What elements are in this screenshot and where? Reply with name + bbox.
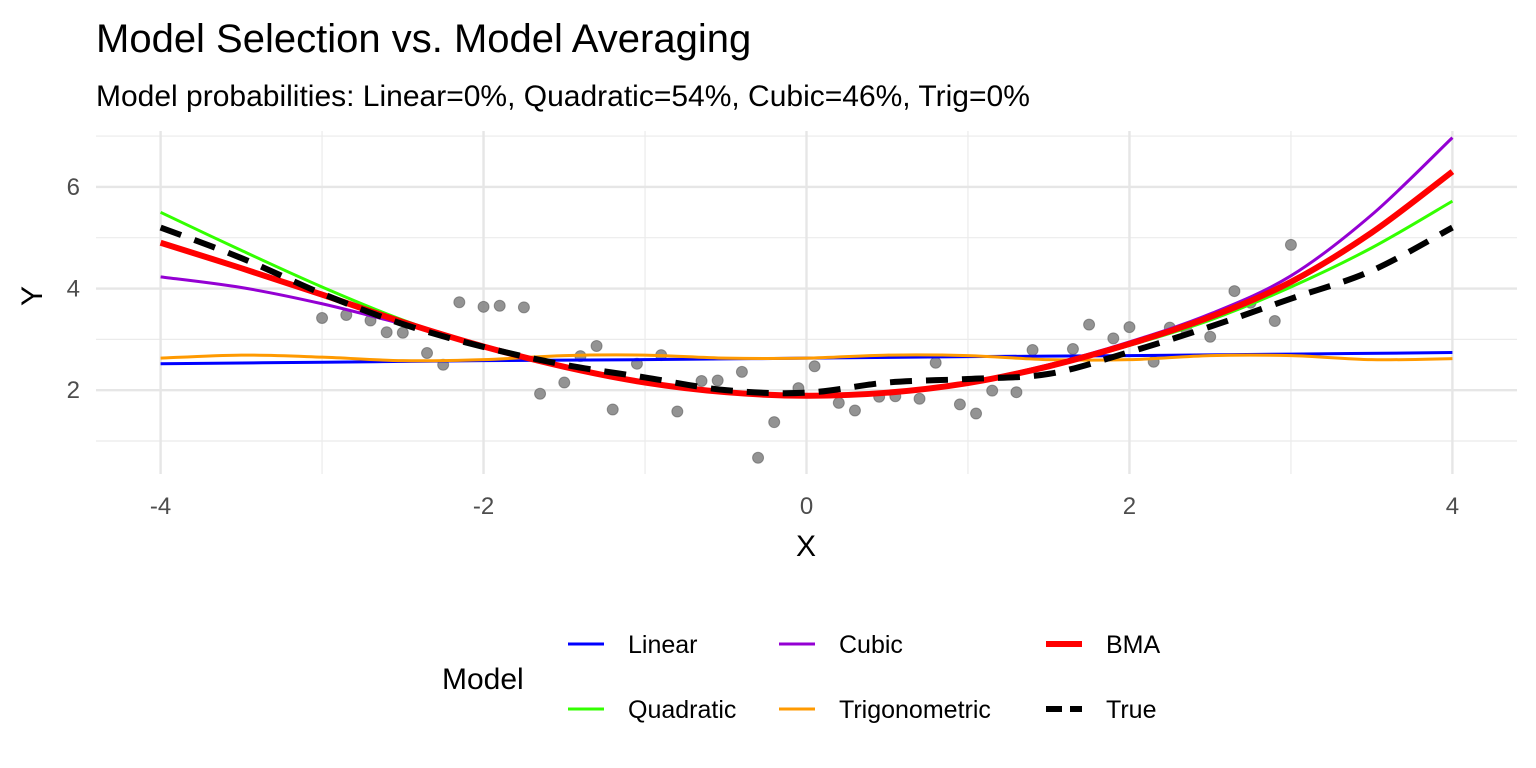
series-line-trigonometric (160, 353, 1453, 363)
data-point (316, 311, 329, 324)
legend-items: Linear Quadratic Cubic Trigonometric BMA True (568, 631, 1161, 724)
chart-title: Model Selection vs. Model Averaging (96, 17, 751, 61)
series-line-true (159, 224, 1454, 397)
data-point (1123, 321, 1136, 334)
data-point (534, 387, 547, 400)
data-point (752, 451, 765, 464)
data-point (1284, 238, 1297, 251)
x-axis-title: X (796, 530, 816, 563)
legend-label-quadratic: Quadratic (628, 696, 736, 724)
data-point (590, 339, 603, 352)
data-point (832, 396, 845, 409)
data-point (1026, 344, 1039, 357)
chart-subtitle: Model probabilities: Linear=0%, Quadrati… (96, 80, 1030, 113)
x-tick-label: -2 (473, 493, 494, 520)
y-axis-title: Y (16, 286, 49, 306)
data-point (953, 398, 966, 411)
x-tick-label: 2 (1123, 493, 1136, 520)
data-point (421, 347, 434, 360)
data-point (1268, 315, 1281, 328)
data-point (606, 403, 619, 416)
data-point (695, 375, 708, 388)
data-point (1204, 330, 1217, 343)
data-point (768, 416, 781, 429)
legend-label-bma: BMA (1106, 631, 1161, 659)
legend-label-linear: Linear (628, 631, 698, 659)
legend-label-trigonometric: Trigonometric (839, 696, 991, 724)
legend-label-true: True (1106, 696, 1156, 724)
data-point (380, 326, 393, 339)
plot-area (96, 131, 1517, 474)
legend-label-cubic: Cubic (839, 631, 903, 659)
data-point (671, 405, 684, 418)
data-point (1010, 386, 1023, 399)
y-tick-label: 2 (67, 377, 80, 404)
data-point (493, 299, 506, 312)
grid (96, 131, 1517, 474)
y-tick-label: 6 (67, 174, 80, 201)
model-lines (159, 136, 1455, 399)
legend-title: Model (442, 663, 524, 696)
data-point (735, 365, 748, 378)
data-point (913, 392, 926, 405)
data-point (929, 356, 942, 369)
data-point (1066, 342, 1079, 355)
data-point (970, 407, 983, 420)
y-tick-label: 4 (67, 276, 80, 303)
y-tick-labels: 2 4 6 (67, 174, 80, 404)
data-point (711, 374, 724, 387)
data-point (1228, 285, 1241, 298)
x-tick-label: -4 (150, 493, 171, 520)
legend: Model Linear Quadratic Cubic Trigonometric B… (442, 631, 1161, 724)
data-point (848, 404, 861, 417)
x-tick-label: 4 (1446, 493, 1459, 520)
data-point (1107, 332, 1120, 345)
data-point (1083, 318, 1096, 331)
x-tick-label: 0 (800, 493, 813, 520)
data-point (453, 296, 466, 309)
data-point (517, 301, 530, 314)
data-point (808, 360, 821, 373)
x-tick-labels: -4 -2 0 2 4 (150, 493, 1459, 520)
data-point (477, 300, 490, 313)
data-point (986, 384, 999, 397)
data-point (558, 376, 571, 389)
data-point (396, 326, 409, 339)
